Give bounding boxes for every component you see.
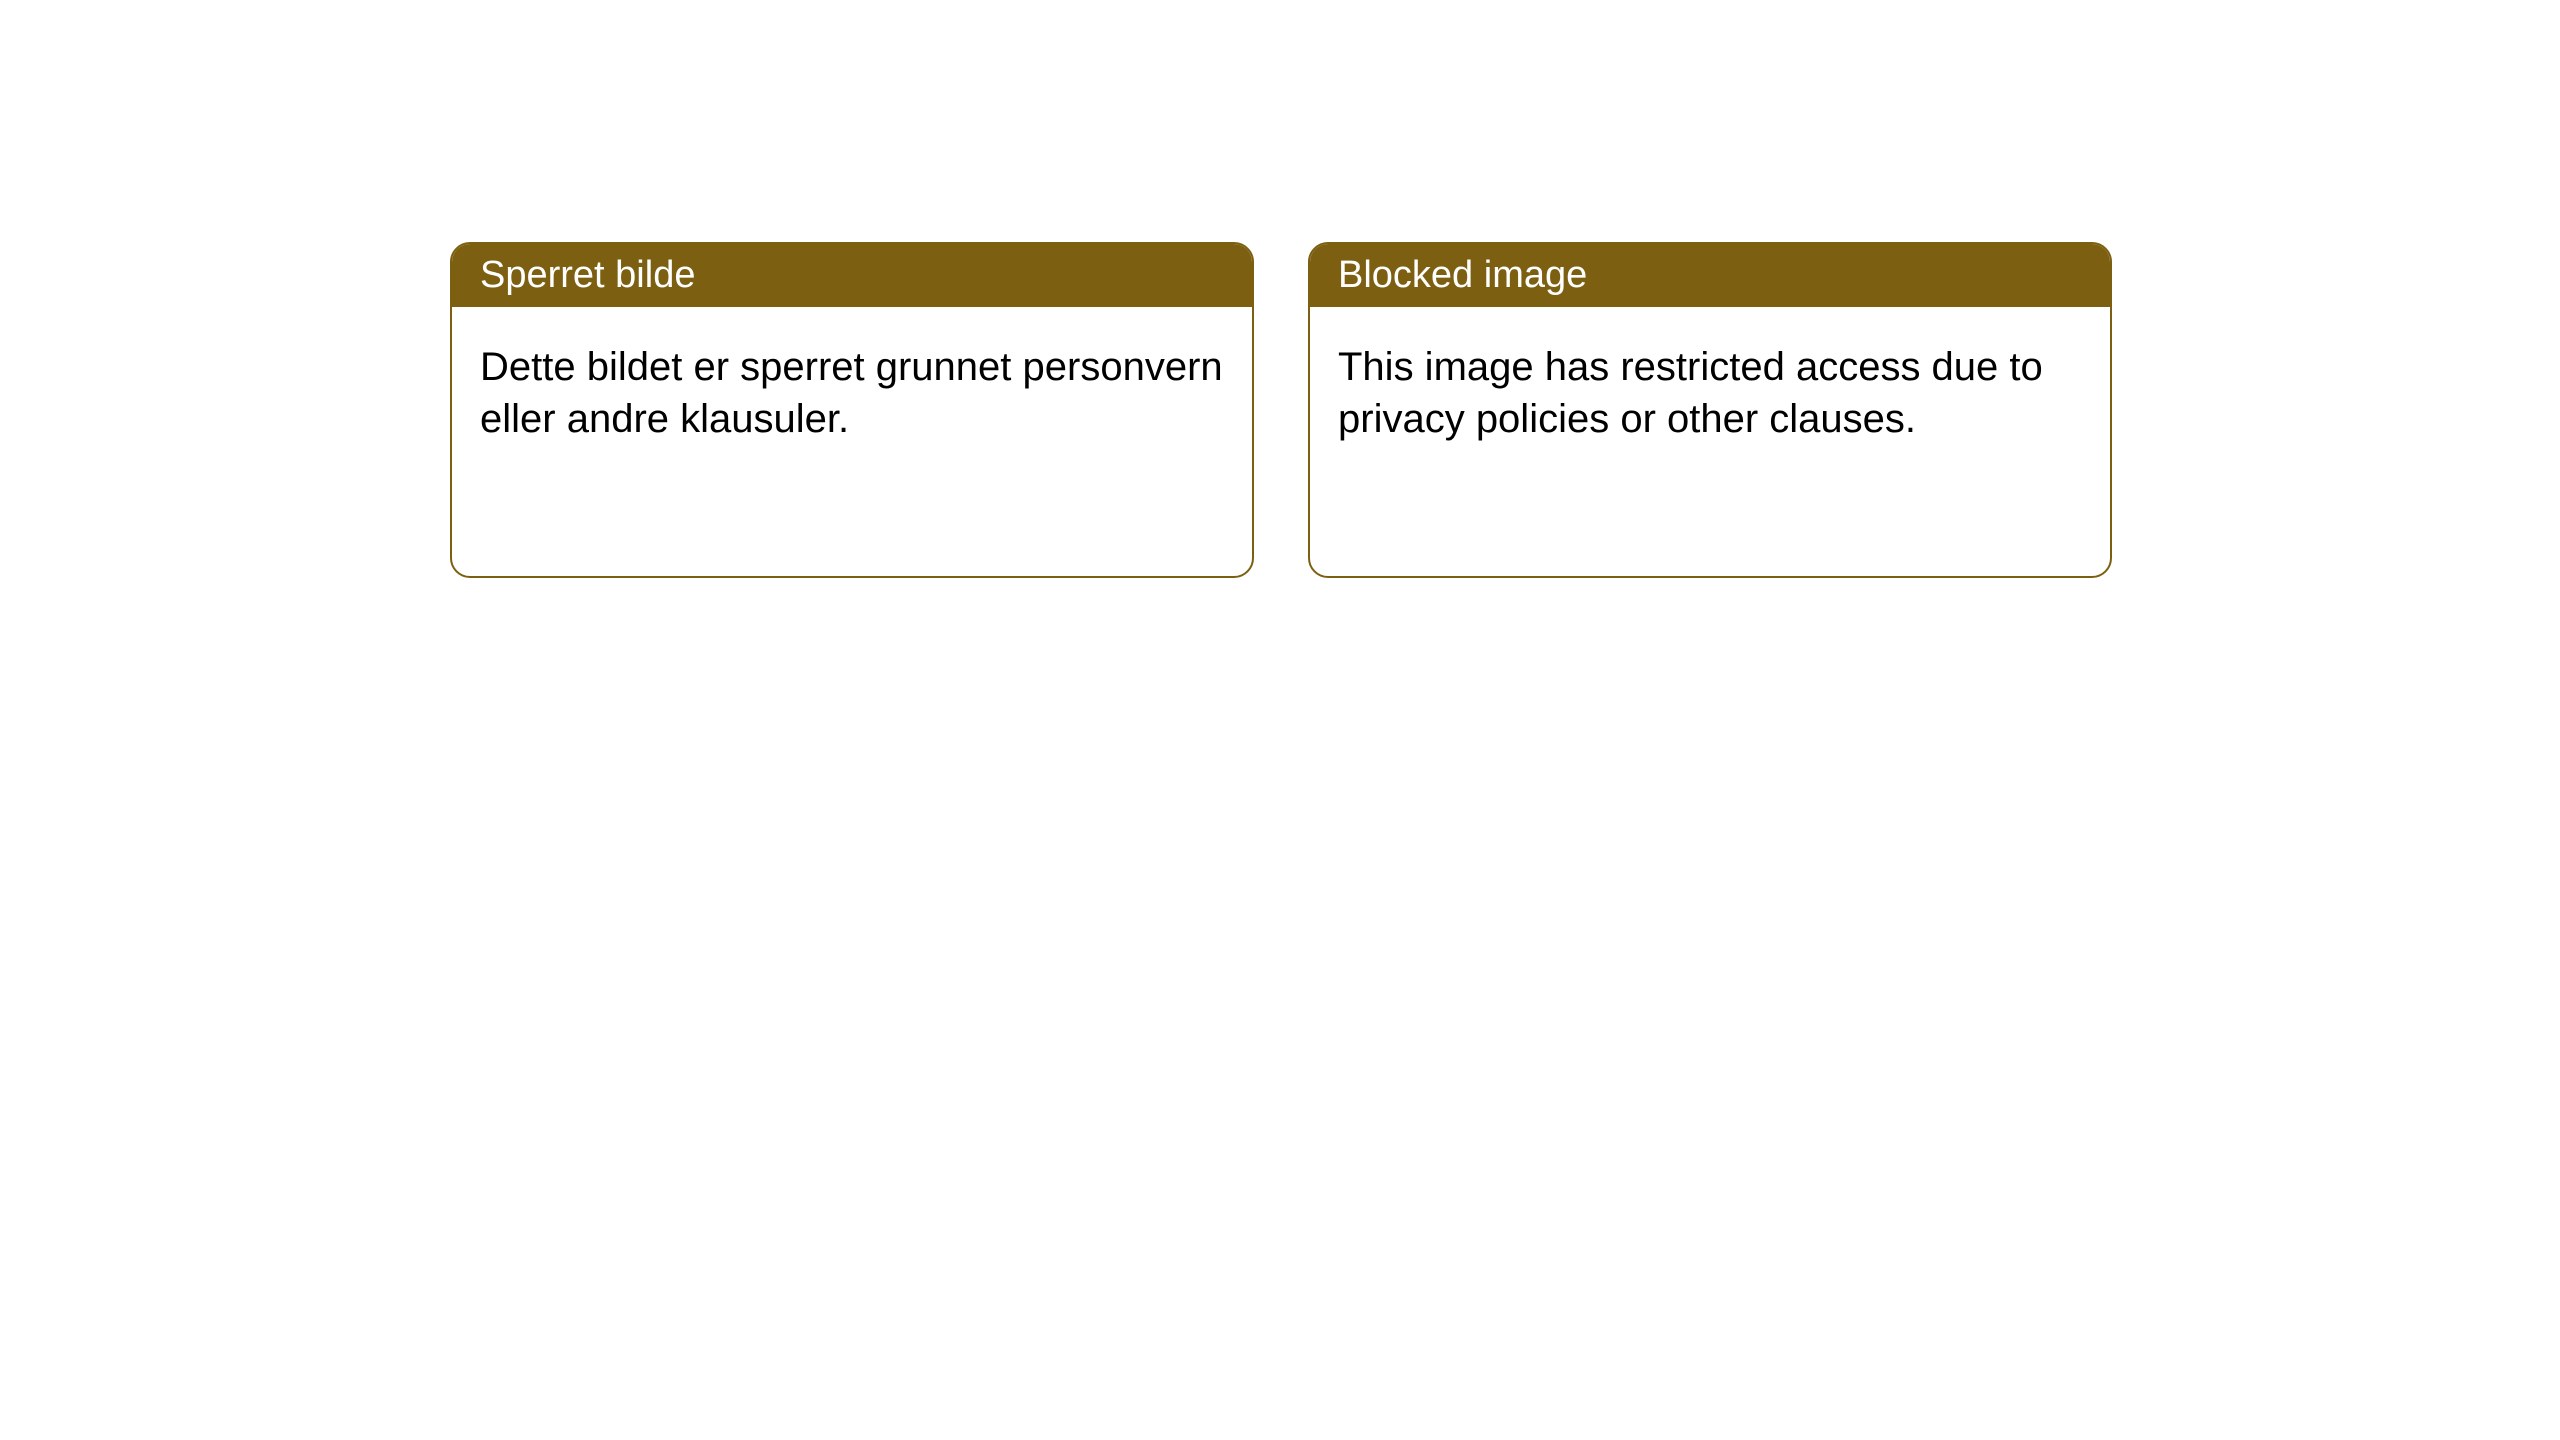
notice-text: This image has restricted access due to … [1338,345,2043,441]
notice-container: Sperret bilde Dette bildet er sperret gr… [450,242,2112,578]
notice-card-norwegian: Sperret bilde Dette bildet er sperret gr… [450,242,1254,578]
notice-card-english: Blocked image This image has restricted … [1308,242,2112,578]
notice-header: Sperret bilde [452,244,1252,307]
notice-title: Sperret bilde [480,254,695,296]
notice-title: Blocked image [1338,254,1587,296]
notice-body: Dette bildet er sperret grunnet personve… [452,307,1252,479]
notice-text: Dette bildet er sperret grunnet personve… [480,345,1223,441]
notice-body: This image has restricted access due to … [1310,307,2110,479]
notice-header: Blocked image [1310,244,2110,307]
